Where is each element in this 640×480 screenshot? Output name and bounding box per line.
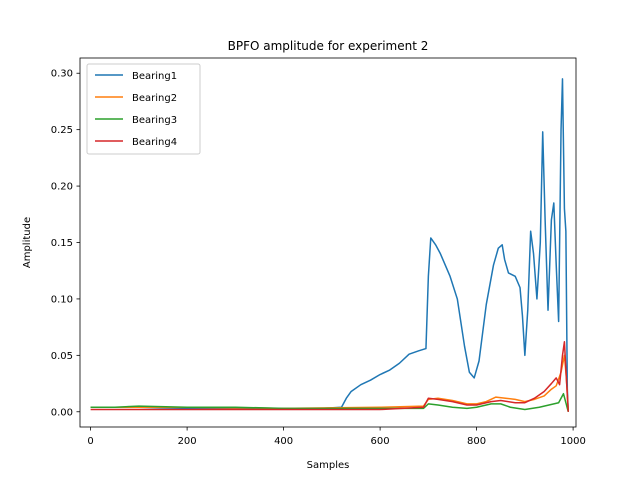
series-line-3 [90,392,570,412]
y-tick-label: 0.20 [51,182,73,193]
x-tick-label: 200 [178,436,197,447]
y-axis-ticks: 0.00 0.05 0.10 0.15 0.20 0.25 0.30 [51,69,80,418]
y-tick-label: 0.25 [51,125,73,136]
series-lines [90,78,570,412]
legend-label-1: Bearing1 [132,71,177,82]
y-axis-label: Amplitude [22,217,33,268]
y-tick-label: 0.30 [51,69,73,80]
series-line-1 [90,78,570,412]
legend-label-4: Bearing4 [132,137,177,148]
x-axis-ticks: 0 200 400 600 800 1000 [87,427,586,447]
x-tick-label: 1000 [560,436,585,447]
x-tick-label: 400 [274,436,293,447]
x-tick-label: 600 [371,436,390,447]
y-tick-label: 0.15 [51,238,73,249]
legend: Bearing1 Bearing2 Bearing3 Bearing4 [86,63,201,155]
y-tick-label: 0.05 [51,351,73,362]
chart-title: BPFO amplitude for experiment 2 [228,39,429,53]
x-tick-label: 800 [467,436,486,447]
legend-label-2: Bearing2 [132,93,177,104]
legend-label-3: Bearing3 [132,115,177,126]
legend-box [86,63,201,155]
series-line-4 [90,341,570,412]
y-tick-label: 0.10 [51,294,73,305]
x-axis-label: Samples [307,460,350,471]
x-tick-label: 0 [87,436,93,447]
y-tick-label: 0.00 [51,407,73,418]
